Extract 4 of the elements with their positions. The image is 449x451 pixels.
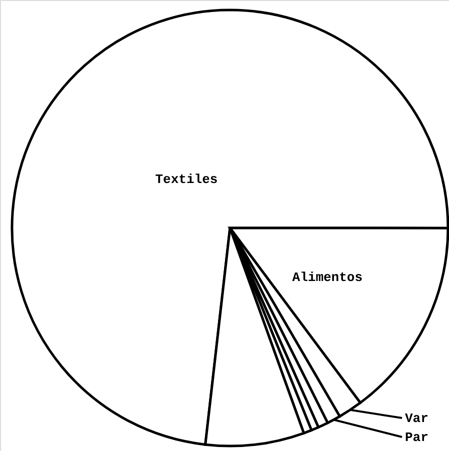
slice-label: Textiles xyxy=(155,172,218,188)
slice-label: Alimentos xyxy=(292,270,363,285)
slice-label: Var xyxy=(405,411,428,426)
slice-label: Par xyxy=(405,430,428,445)
